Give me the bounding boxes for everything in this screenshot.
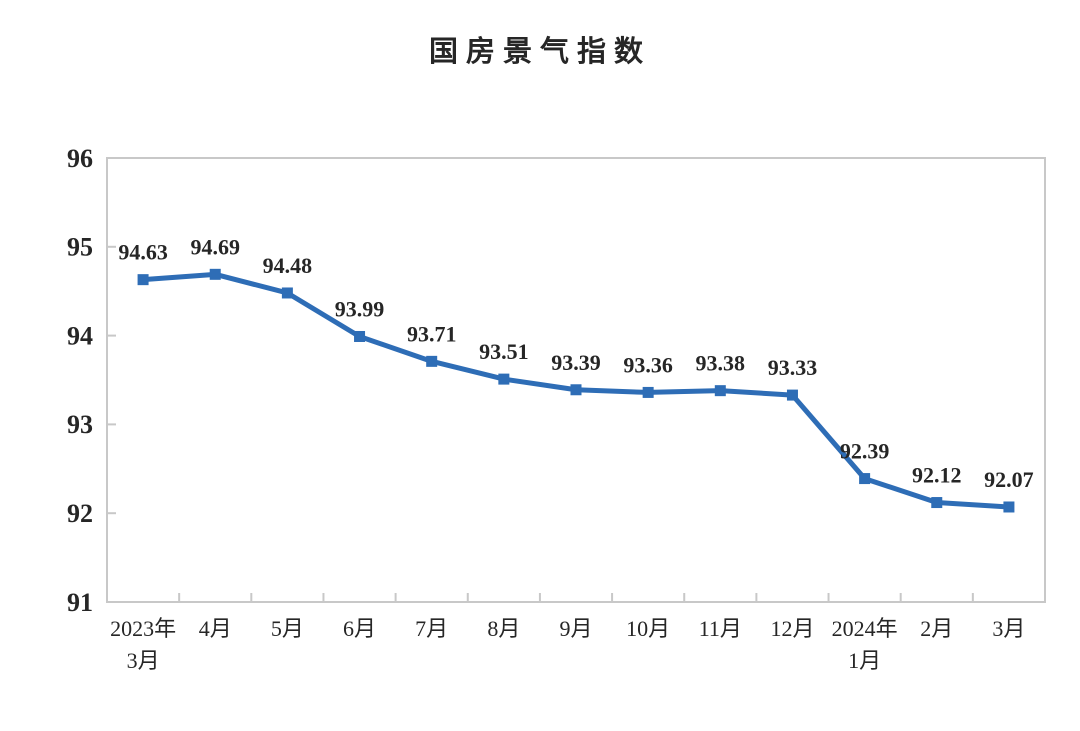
y-axis-tick-label: 95 [67, 233, 93, 262]
data-point-marker [209, 268, 221, 280]
data-point-label: 92.39 [840, 439, 890, 464]
data-point-label: 93.33 [768, 355, 818, 380]
data-point-label: 92.07 [984, 467, 1034, 492]
data-point-label: 93.51 [479, 339, 529, 364]
data-point-label: 93.71 [407, 321, 457, 346]
y-axis-tick-label: 94 [67, 321, 93, 350]
x-axis-tick-label: 6月 [343, 616, 376, 641]
data-point-marker [354, 330, 366, 342]
data-point-marker [642, 386, 654, 398]
x-axis-tick-label: 2024年 1月 [832, 616, 898, 673]
y-axis-tick-label: 96 [67, 144, 93, 173]
data-point-label: 93.99 [335, 296, 385, 321]
data-point-marker [1003, 501, 1015, 513]
y-axis-tick-label: 92 [67, 499, 93, 528]
data-point-marker [570, 384, 582, 396]
x-axis-tick-label: 7月 [415, 616, 448, 641]
x-axis-tick-label: 8月 [487, 616, 520, 641]
data-point-label: 93.38 [696, 351, 746, 376]
x-axis-tick-label: 10月 [626, 616, 670, 641]
x-axis-tick-label: 12月 [770, 616, 814, 641]
chart-title: 国房景气指数 [428, 36, 651, 68]
data-point-label: 94.63 [118, 240, 168, 265]
x-axis-tick-label: 3月 [992, 616, 1025, 641]
x-axis-tick-label: 9月 [559, 616, 592, 641]
data-point-marker [786, 389, 798, 401]
data-point-label: 93.36 [623, 352, 673, 377]
data-point-marker [859, 473, 871, 485]
data-point-marker [714, 385, 726, 397]
data-point-marker [137, 274, 149, 286]
data-point-marker [281, 287, 293, 299]
x-axis-tick-label: 11月 [699, 616, 742, 641]
x-axis-tick-label: 4月 [199, 616, 232, 641]
x-axis-tick-label: 2023年 3月 [110, 616, 176, 673]
data-point-marker [426, 355, 438, 367]
data-point-label: 94.69 [190, 234, 240, 259]
y-axis-tick-label: 91 [67, 588, 93, 617]
data-point-marker [931, 497, 943, 509]
x-axis-tick-label: 2月 [920, 616, 953, 641]
x-axis-tick-label: 5月 [271, 616, 304, 641]
data-point-label: 94.48 [263, 253, 313, 278]
data-point-marker [498, 373, 510, 385]
y-axis-tick-label: 93 [67, 410, 93, 439]
plot-border [106, 157, 1046, 603]
data-point-label: 92.12 [912, 463, 962, 488]
data-point-label: 93.39 [551, 350, 601, 375]
